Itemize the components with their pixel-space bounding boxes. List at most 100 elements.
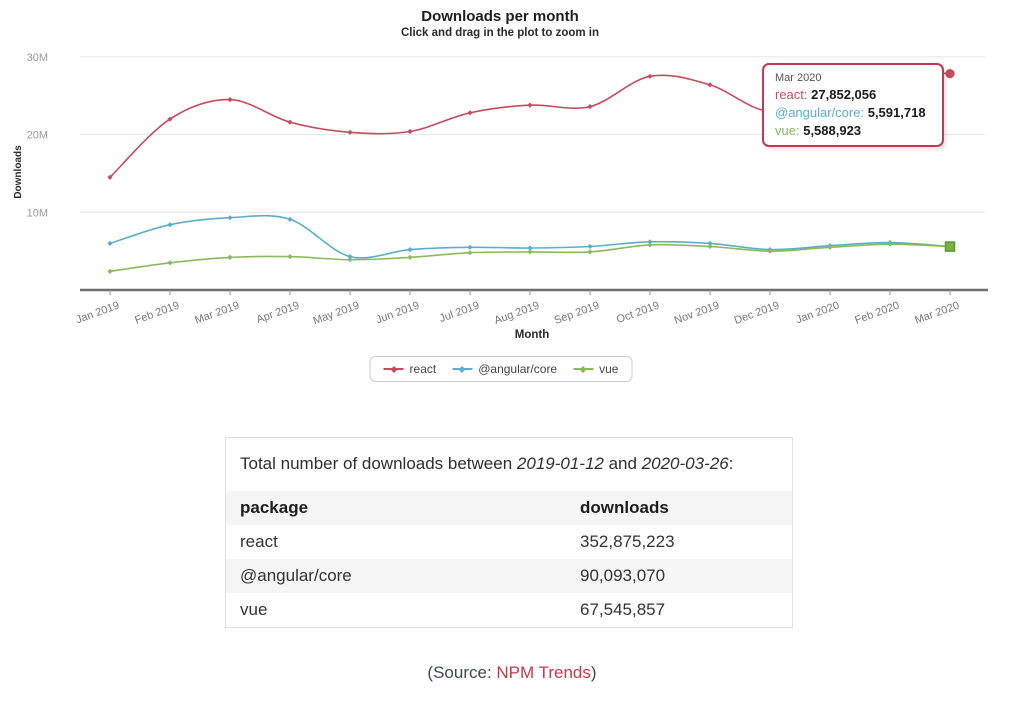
data-point-marker [467, 110, 473, 116]
data-point-marker [587, 243, 593, 250]
react-end-dot [945, 69, 955, 79]
y-tick-label: 10M [27, 207, 48, 219]
chart-subtitle: Click and drag in the plot to zoom in [400, 27, 600, 39]
data-point-marker [167, 260, 173, 266]
tooltip-value-react: 27,852,056 [811, 87, 877, 102]
data-point-marker [167, 222, 173, 228]
data-point-marker [347, 254, 353, 260]
table-row-angular: @angular/core 90,093,070 [226, 559, 792, 593]
date-range-start: 2019-01-12 [516, 454, 604, 473]
x-tick-label: Mar 2020 [913, 300, 961, 327]
date-range-end: 2020-03-26 [641, 454, 729, 473]
cell-package-react: react [240, 532, 278, 551]
x-tick-label: Jan 2019 [74, 300, 121, 327]
data-point-marker [647, 239, 653, 245]
data-point-marker [227, 215, 233, 221]
x-tick-label: Feb 2019 [133, 300, 181, 327]
data-point-marker [407, 247, 413, 253]
legend-label-react: react [409, 362, 437, 376]
tooltip-value-vue: 5,588,923 [803, 123, 862, 138]
table-row-vue: vue 67,545,857 [226, 593, 792, 627]
source-attribution: (Source: NPM Trends) [427, 663, 597, 682]
data-point-marker [527, 102, 533, 108]
legend-label-angular: @angular/core [478, 362, 558, 376]
legend-item-angular[interactable]: @angular/core [452, 362, 557, 376]
column-header-package: package [240, 498, 309, 517]
x-tick-label: Dec 2019 [733, 300, 781, 327]
tooltip-value-angular: 5,591,718 [867, 105, 926, 120]
data-point-marker [287, 216, 293, 222]
data-point-marker [467, 244, 473, 250]
x-tick-label: Aug 2019 [493, 300, 541, 327]
data-point-marker [527, 249, 533, 255]
cell-package-vue: vue [240, 600, 268, 619]
legend-label-vue: vue [599, 362, 619, 376]
tooltip-row-angular: @angular/core: 5,591,718 [775, 104, 932, 122]
legend-item-vue[interactable]: vue [573, 362, 618, 376]
data-point-marker [707, 240, 713, 246]
chart-title: Downloads per month [421, 8, 579, 25]
x-axis-title: Month [515, 329, 549, 341]
x-tick-label: May 2019 [312, 300, 362, 328]
data-point-marker [347, 257, 353, 263]
tooltip-row-vue: vue: 5,588,923 [775, 122, 932, 140]
data-point-marker [767, 248, 773, 254]
data-point-marker [347, 129, 353, 135]
x-tick-label: Jul 2019 [438, 300, 481, 326]
data-point-marker [527, 245, 533, 251]
x-tick-label: Sep 2019 [553, 300, 601, 327]
x-tick-label: Oct 2019 [615, 300, 661, 327]
legend-marker-react-icon [383, 364, 404, 374]
y-tick-label: 20M [27, 130, 48, 142]
legend-item-react[interactable]: react [383, 362, 437, 376]
legend-marker-vue-icon [573, 364, 594, 374]
data-point-marker [227, 254, 233, 260]
y-axis-title: Downloads [13, 145, 24, 199]
totals-header-row: package downloads [226, 491, 792, 525]
table-row-react: react 352,875,223 [226, 525, 792, 559]
npm-trends-link[interactable]: NPM Trends [496, 663, 591, 682]
tooltip-date: Mar 2020 [775, 72, 822, 84]
tooltip-label-vue: vue: [775, 123, 800, 138]
data-point-marker [167, 116, 173, 122]
cell-package-angular: @angular/core [240, 566, 352, 585]
tooltip-row-react: react: 27,852,056 [775, 86, 932, 104]
x-tick-label: Jan 2020 [794, 300, 841, 327]
legend-marker-angular-icon [452, 364, 473, 374]
chart-legend: react @angular/core vue [369, 356, 633, 382]
data-point-marker [287, 119, 293, 125]
chart-tooltip: Mar 2020 react: 27,852,056 @angular/core… [762, 63, 944, 147]
x-tick-label: Mar 2019 [193, 300, 241, 327]
data-point-marker [227, 97, 233, 103]
x-tick-label: Jun 2019 [374, 300, 421, 327]
x-tick-label: Feb 2020 [853, 300, 901, 327]
totals-panel: Total number of downloads between 2019-0… [225, 437, 793, 628]
data-point-marker [827, 244, 833, 250]
cell-downloads-vue: 67,545,857 [580, 600, 666, 619]
x-tick-label: Apr 2019 [255, 300, 301, 327]
data-point-marker [707, 243, 713, 250]
cell-downloads-react: 352,875,223 [580, 532, 675, 551]
axes [80, 288, 988, 295]
data-point-marker [107, 268, 113, 274]
data-point-marker [587, 104, 593, 110]
y-tick-label: 30M [27, 52, 48, 64]
data-point-marker [707, 82, 713, 88]
data-point-marker [647, 73, 653, 79]
cell-downloads-angular: 90,093,070 [580, 566, 666, 585]
data-point-marker [647, 242, 653, 248]
data-point-marker [467, 250, 473, 256]
data-point-marker [587, 249, 593, 255]
data-point-marker [407, 254, 413, 260]
totals-caption: Total number of downloads between 2019-0… [226, 438, 792, 491]
totals-table: package downloads react 352,875,223 @ang… [226, 491, 792, 627]
data-point-marker [887, 241, 893, 247]
data-point-marker [287, 254, 293, 260]
series-vue [107, 241, 956, 274]
vue-end-square [944, 241, 956, 252]
downloads-line-chart[interactable]: 10M 20M 30M Jan 2019 Feb 2019 Mar 2019 Apr 201… [0, 0, 1024, 350]
column-header-downloads: downloads [580, 498, 669, 517]
data-point-marker [407, 128, 413, 135]
tooltip-label-react: react: [775, 87, 808, 102]
data-point-marker [107, 174, 113, 180]
